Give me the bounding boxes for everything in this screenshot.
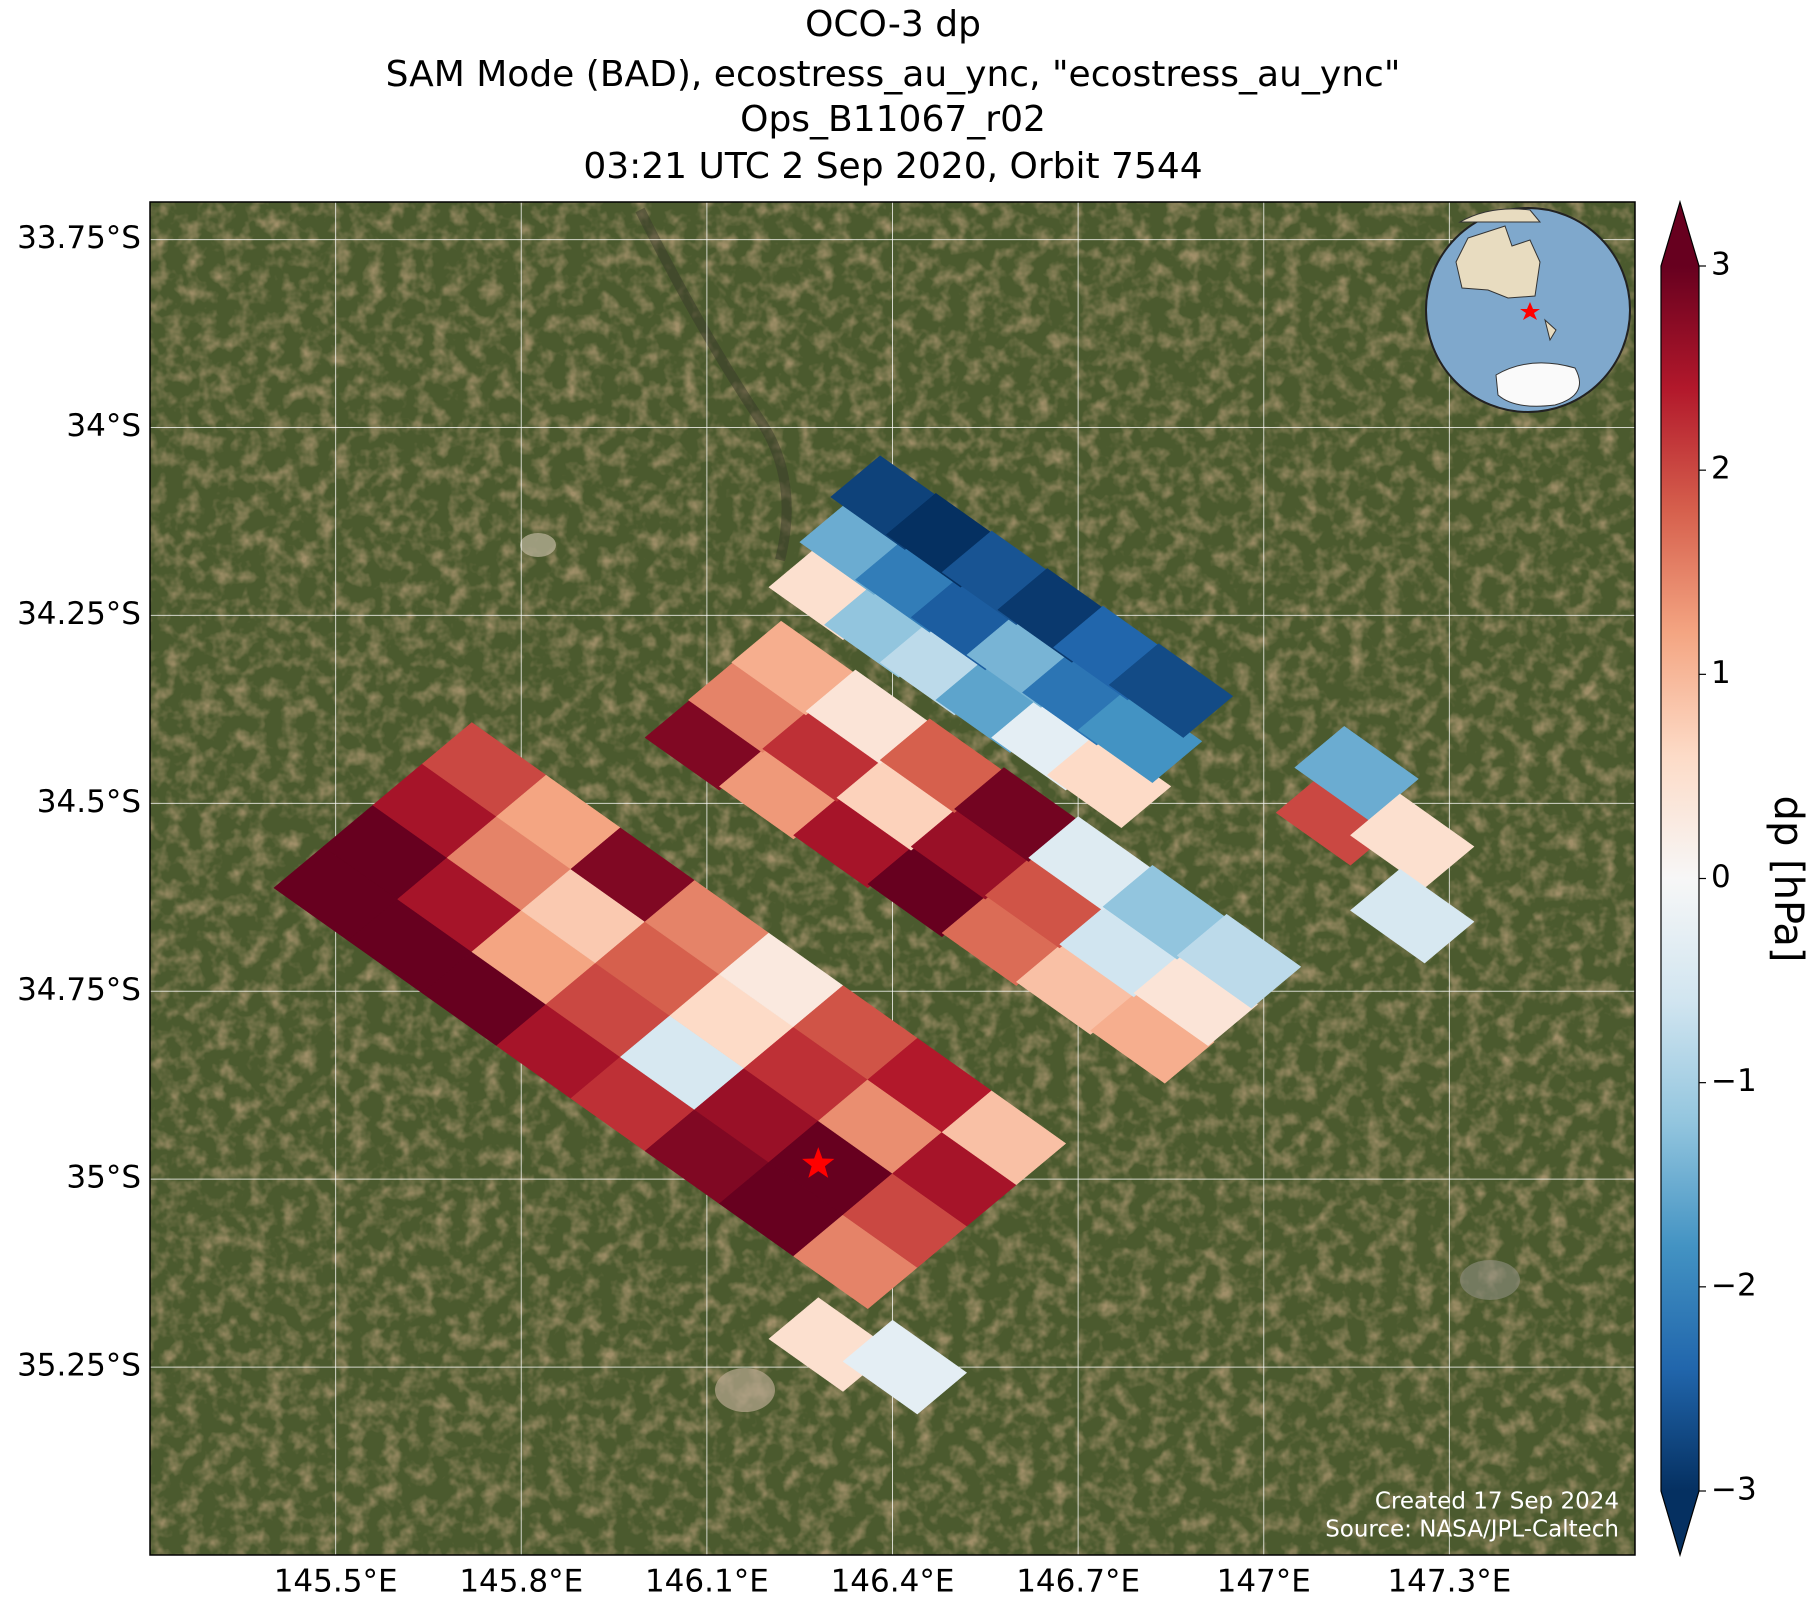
footer-created: Created 17 Sep 2024 — [1375, 1489, 1619, 1515]
x-tick-label: 147.3°E — [1387, 1564, 1511, 1600]
sounding-cell — [1108, 643, 1234, 738]
sounding-cell — [1294, 725, 1419, 821]
y-tick-label: 34.25°S — [17, 596, 141, 632]
title-line: SAM Mode (BAD), ecostress_au_ync, "ecost… — [386, 54, 1401, 95]
y-tick-label: 34.5°S — [37, 784, 141, 820]
colorbar-extend-low — [1661, 1491, 1699, 1555]
colorbar-ramp — [1661, 266, 1699, 1491]
sounding-cell — [1077, 688, 1203, 784]
y-tick-label: 35°S — [66, 1160, 141, 1196]
y-tick-label: 34.75°S — [17, 972, 141, 1008]
colorbar-tick-label: 1 — [1711, 655, 1731, 691]
colorbar-tick-label: 2 — [1711, 451, 1731, 487]
colorbar-tick-label: −1 — [1711, 1063, 1757, 1099]
colorbar-extend-high — [1661, 202, 1699, 266]
sounding-cell — [842, 1319, 968, 1415]
sounding-cell — [1090, 989, 1215, 1084]
y-tick-label: 33.75°S — [17, 220, 141, 256]
sounding-cell — [1133, 951, 1259, 1047]
colorbar: −3 −2 −1 0 1 2 3 — [1660, 199, 1757, 1558]
colorbar-tick-label: −3 — [1711, 1472, 1757, 1508]
soundings — [273, 455, 1475, 1415]
title-line: OCO-3 dp — [805, 4, 981, 45]
x-tick-label: 145.5°E — [274, 1564, 398, 1600]
title-line: 03:21 UTC 2 Sep 2020, Orbit 7544 — [583, 146, 1202, 187]
target-star — [802, 1147, 835, 1178]
x-tick-label: 146.7°E — [1016, 1564, 1140, 1600]
globe-inset — [1425, 207, 1631, 413]
footer-source: Source: NASA/JPL-Caltech — [1325, 1517, 1619, 1543]
sounding-cell — [1349, 868, 1475, 964]
colorbar-label: dp [hPa] — [1765, 796, 1811, 963]
colorbar-tick-label: 3 — [1711, 247, 1731, 283]
sounding-cell — [1046, 733, 1172, 829]
colorbar-tick-label: −2 — [1711, 1267, 1757, 1303]
y-tick-label: 35.25°S — [17, 1348, 141, 1384]
x-tick-label: 147°E — [1217, 1564, 1311, 1600]
map-frame — [149, 201, 1636, 1556]
x-tick-label: 146.4°E — [831, 1564, 955, 1600]
y-tick-label: 34°S — [66, 408, 141, 444]
title-line: Ops_B11067_r02 — [740, 99, 1046, 140]
sounding-cell — [1176, 913, 1302, 1009]
colorbar-tick-label: 0 — [1711, 859, 1731, 895]
x-tick-label: 145.8°E — [459, 1564, 583, 1600]
sounding-cell — [941, 1090, 1067, 1186]
x-tick-label: 146.1°E — [645, 1564, 769, 1600]
